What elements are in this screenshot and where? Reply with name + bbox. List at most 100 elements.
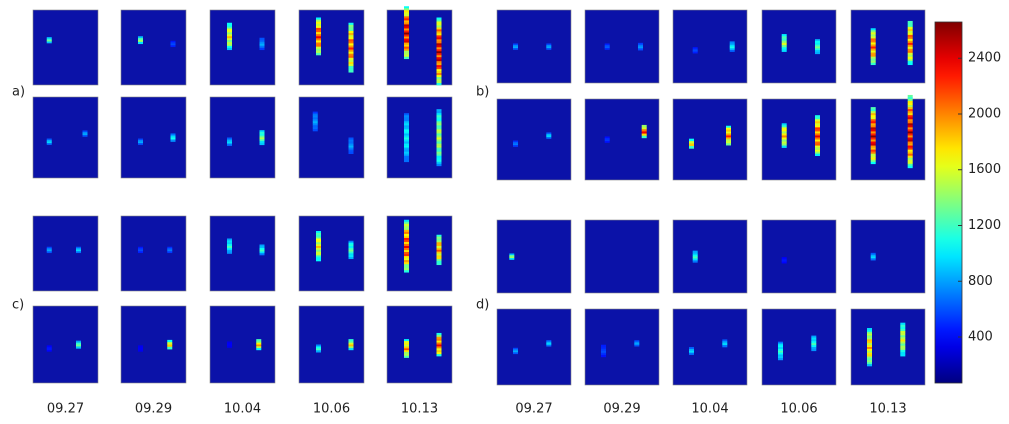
heat-spot: [404, 151, 409, 154]
heat-spot: [778, 352, 783, 355]
heat-spot: [259, 43, 265, 47]
heat-spot: [781, 143, 787, 146]
heat-spot: [46, 345, 52, 348]
heat-spot: [601, 346, 606, 350]
heat-spot: [404, 143, 409, 146]
heat-spot: [907, 28, 913, 32]
heat-spot: [404, 119, 409, 122]
heat-spot: [692, 48, 698, 51]
heat-spot: [227, 36, 232, 39]
heat-spot: [907, 147, 913, 150]
heat-spot: [870, 133, 876, 136]
heatmap-panel: [761, 308, 837, 386]
heat-spot: [907, 161, 913, 165]
heat-spot: [259, 37, 265, 41]
heat-spot: [316, 40, 321, 43]
heat-spot: [404, 121, 409, 124]
heat-spot: [436, 121, 442, 124]
heat-spot: [348, 240, 354, 243]
colorbar-tick-label: 2000: [968, 106, 1001, 121]
heat-spot: [227, 26, 232, 29]
heat-spot: [604, 43, 610, 46]
heat-spot: [404, 340, 409, 344]
heat-spot: [436, 135, 442, 138]
heat-spot: [436, 249, 442, 252]
heat-spot: [601, 352, 606, 356]
heat-spot: [689, 347, 694, 350]
heat-spot: [907, 26, 913, 30]
heat-spot: [546, 135, 552, 138]
heat-spot: [641, 135, 647, 139]
heat-spot: [436, 55, 442, 58]
heat-spot: [513, 347, 518, 350]
heat-spot: [348, 139, 354, 142]
date-label: 10.06: [313, 402, 350, 417]
date-label: 09.27: [515, 402, 552, 417]
heat-spot: [436, 29, 442, 32]
heat-spot: [692, 256, 698, 259]
panel-label: d): [476, 298, 489, 313]
heat-spot: [907, 36, 913, 40]
heat-spot: [436, 139, 442, 142]
heat-spot: [227, 32, 232, 35]
heat-spot: [601, 350, 606, 354]
heat-spot: [227, 246, 232, 249]
heat-spot: [781, 260, 787, 262]
heat-spot: [404, 355, 409, 358]
heat-spot: [404, 22, 409, 25]
heat-spot: [436, 147, 442, 150]
date-label: 09.29: [603, 402, 640, 417]
heat-spot: [259, 135, 265, 138]
heat-spot: [867, 345, 872, 348]
heatmap-panel: [496, 219, 572, 294]
date-label: 10.04: [691, 402, 728, 417]
heat-spot: [546, 133, 552, 136]
heat-spot: [170, 135, 176, 138]
heat-spot: [604, 138, 610, 140]
heat-spot: [900, 337, 906, 340]
heat-spot: [316, 23, 321, 27]
heat-spot: [348, 49, 354, 52]
heatmap-panel: [209, 215, 276, 292]
heat-spot: [781, 34, 787, 37]
heat-spot: [348, 59, 354, 63]
heat-spot: [870, 113, 876, 116]
heat-spot: [227, 341, 232, 344]
heat-spot: [815, 115, 820, 118]
heat-spot: [348, 342, 354, 345]
heatmap-panel: [298, 9, 365, 86]
heat-spot: [404, 270, 409, 273]
panel-label: b): [476, 85, 489, 100]
heat-spot: [170, 40, 176, 43]
heat-spot: [811, 337, 817, 340]
heat-spot: [692, 252, 698, 255]
heat-spot: [316, 17, 321, 20]
heat-spot: [404, 250, 409, 253]
heat-spot: [641, 124, 647, 128]
heat-spot: [513, 45, 518, 47]
heat-spot: [404, 239, 409, 243]
heat-spot: [316, 246, 321, 249]
heat-spot: [900, 324, 906, 328]
heat-spot: [815, 44, 820, 47]
heat-spot: [436, 115, 442, 118]
heat-spot: [404, 262, 409, 265]
heat-spot: [82, 131, 88, 134]
panel-label: a): [12, 85, 25, 100]
heat-spot: [867, 354, 872, 357]
heatmap-panel: [584, 98, 660, 181]
heat-spot: [436, 69, 442, 72]
heat-spot: [138, 249, 143, 252]
heat-spot: [316, 247, 321, 251]
heat-spot: [46, 349, 52, 352]
heat-spot: [815, 147, 820, 150]
heat-spot: [907, 96, 913, 100]
heat-spot: [729, 46, 735, 49]
heatmap-panel: [672, 98, 748, 181]
heat-spot: [138, 246, 143, 249]
heat-spot: [138, 349, 143, 352]
heat-spot: [436, 79, 442, 82]
heat-spot: [436, 145, 442, 148]
heat-spot: [900, 333, 906, 336]
